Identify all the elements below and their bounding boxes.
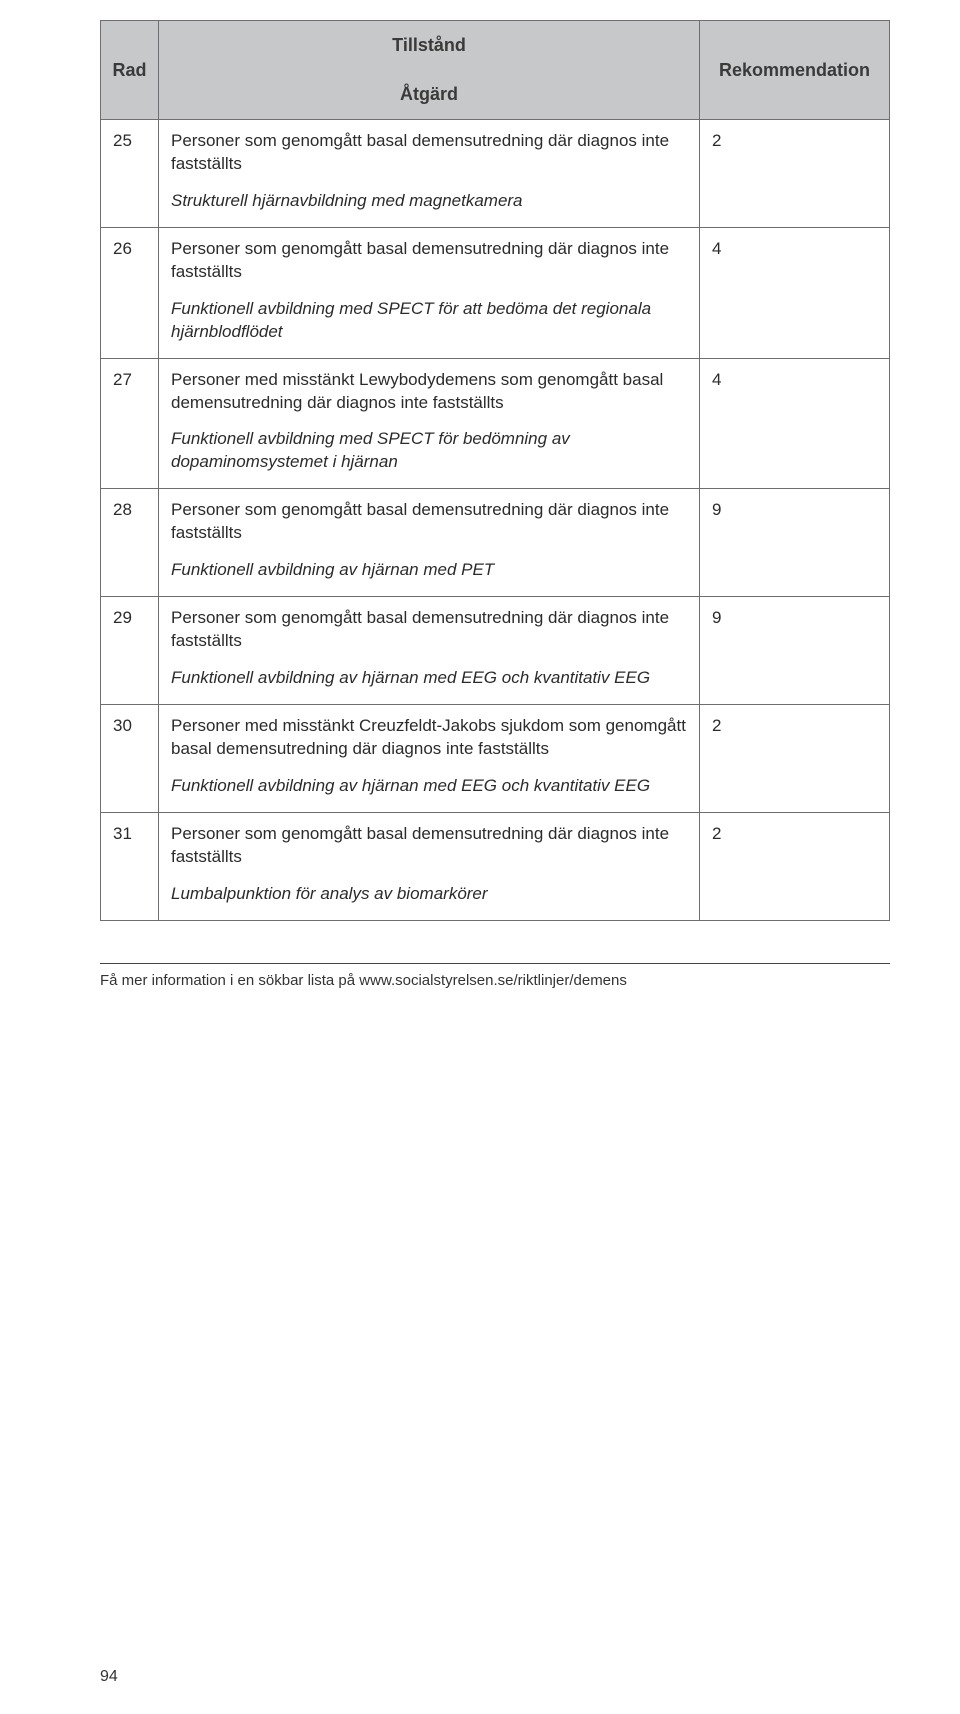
table-row: 26 Personer som genomgått basal demensutr… xyxy=(101,227,890,358)
header-rekommendation-label: Rekommendation xyxy=(719,60,870,80)
row-action: Funktionell avbildning av hjärnan med EE… xyxy=(171,775,687,798)
header-rad: Rad xyxy=(101,21,159,120)
footnote-rule xyxy=(100,963,890,964)
header-tillstand-atgard: Tillstånd Åtgärd xyxy=(159,21,700,120)
row-condition: Personer som genomgått basal demensutred… xyxy=(171,607,687,653)
row-condition-action: Personer som genomgått basal demensutred… xyxy=(159,489,700,597)
row-condition-action: Personer som genomgått basal demensutred… xyxy=(159,120,700,228)
page-number: 94 xyxy=(100,1668,118,1686)
table-row: 28 Personer som genomgått basal demensutr… xyxy=(101,489,890,597)
row-number: 28 xyxy=(101,489,159,597)
footnote-text: Få mer information i en sökbar lista på … xyxy=(100,972,890,989)
page-container: Rad Tillstånd Åtgärd Rekommendation 25 Pe… xyxy=(0,0,960,1714)
recommendation-table: Rad Tillstånd Åtgärd Rekommendation 25 Pe… xyxy=(100,20,890,921)
table-row: 30 Personer med misstänkt Creuzfeldt-Jako… xyxy=(101,704,890,812)
table-header: Rad Tillstånd Åtgärd Rekommendation xyxy=(101,21,890,120)
row-action: Funktionell avbildning av hjärnan med EE… xyxy=(171,667,687,690)
row-recommendation: 2 xyxy=(700,704,890,812)
table-row: 29 Personer som genomgått basal demensutr… xyxy=(101,597,890,705)
row-condition: Personer som genomgått basal demensutred… xyxy=(171,499,687,545)
row-number: 26 xyxy=(101,227,159,358)
row-number: 30 xyxy=(101,704,159,812)
row-condition: Personer som genomgått basal demensutred… xyxy=(171,130,687,176)
row-recommendation: 2 xyxy=(700,812,890,920)
header-atgard-label: Åtgärd xyxy=(167,84,691,105)
row-condition-action: Personer med misstänkt Lewybodydemens so… xyxy=(159,358,700,489)
row-recommendation: 9 xyxy=(700,597,890,705)
table-row: 27 Personer med misstänkt Lewybodydemens … xyxy=(101,358,890,489)
row-action: Funktionell avbildning med SPECT för bed… xyxy=(171,428,687,474)
row-condition: Personer som genomgått basal demensutred… xyxy=(171,238,687,284)
row-condition-action: Personer som genomgått basal demensutred… xyxy=(159,227,700,358)
row-recommendation: 2 xyxy=(700,120,890,228)
row-action: Funktionell avbildning av hjärnan med PE… xyxy=(171,559,687,582)
row-condition: Personer som genomgått basal demensutred… xyxy=(171,823,687,869)
row-action: Funktionell avbildning med SPECT för att… xyxy=(171,298,687,344)
row-action: Lumbalpunktion för analys av biomarkörer xyxy=(171,883,687,906)
table-body: 25 Personer som genomgått basal demensutr… xyxy=(101,120,890,921)
row-condition-action: Personer med misstänkt Creuzfeldt-Jakobs… xyxy=(159,704,700,812)
row-number: 31 xyxy=(101,812,159,920)
row-number: 27 xyxy=(101,358,159,489)
row-recommendation: 4 xyxy=(700,358,890,489)
row-recommendation: 9 xyxy=(700,489,890,597)
row-action: Strukturell hjärnavbildning med magnetka… xyxy=(171,190,687,213)
header-tillstand-label: Tillstånd xyxy=(167,35,691,56)
row-recommendation: 4 xyxy=(700,227,890,358)
row-number: 29 xyxy=(101,597,159,705)
row-number: 25 xyxy=(101,120,159,228)
table-row: 25 Personer som genomgått basal demensutr… xyxy=(101,120,890,228)
header-rekommendation: Rekommendation xyxy=(700,21,890,120)
row-condition: Personer med misstänkt Lewybodydemens so… xyxy=(171,369,687,415)
row-condition-action: Personer som genomgått basal demensutred… xyxy=(159,812,700,920)
row-condition-action: Personer som genomgått basal demensutred… xyxy=(159,597,700,705)
header-rad-label: Rad xyxy=(112,60,146,80)
row-condition: Personer med misstänkt Creuzfeldt-Jakobs… xyxy=(171,715,687,761)
table-row: 31 Personer som genomgått basal demensutr… xyxy=(101,812,890,920)
